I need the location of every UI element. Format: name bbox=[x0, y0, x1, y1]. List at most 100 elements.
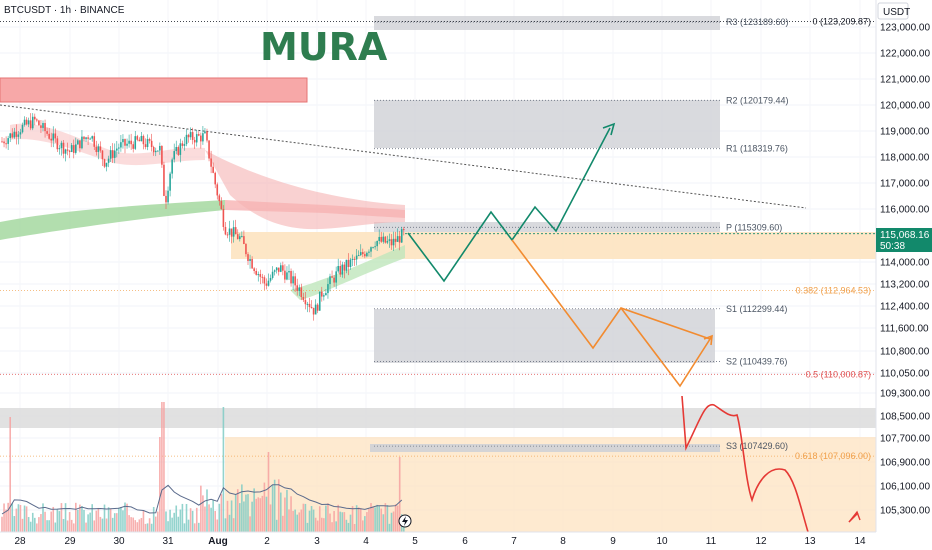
candle-body bbox=[60, 142, 63, 149]
candle-body bbox=[335, 271, 337, 283]
volume-bar bbox=[218, 503, 221, 532]
date-tick: 14 bbox=[854, 536, 866, 547]
candle-body bbox=[343, 264, 346, 271]
candle-body bbox=[394, 238, 397, 242]
volume-bar bbox=[36, 523, 38, 532]
candle-body bbox=[17, 134, 20, 137]
candle-body bbox=[226, 234, 229, 236]
volume-bar bbox=[284, 497, 286, 532]
candle-body bbox=[353, 258, 356, 260]
pivot-zone bbox=[374, 222, 720, 232]
date-tick: 3 bbox=[314, 536, 320, 547]
candle-body bbox=[345, 259, 348, 271]
candle-body bbox=[359, 252, 362, 256]
crash-projection-path bbox=[681, 395, 809, 533]
price-axis[interactable] bbox=[876, 0, 932, 550]
date-tick: 29 bbox=[64, 536, 76, 547]
r3-zone bbox=[374, 16, 720, 30]
candle-body bbox=[331, 276, 333, 278]
candle-body bbox=[384, 236, 387, 243]
candle-body bbox=[154, 150, 157, 153]
volume-bar bbox=[308, 510, 311, 532]
currency-badge[interactable] bbox=[877, 2, 909, 20]
pivot-label-R1: R1 (118319.76) bbox=[726, 144, 788, 154]
volume-bar bbox=[208, 504, 210, 532]
candle-body bbox=[403, 229, 405, 231]
candle-body bbox=[327, 284, 329, 294]
volume-bar bbox=[58, 511, 61, 532]
candle-body bbox=[113, 150, 116, 158]
volume-bar bbox=[255, 498, 257, 532]
volume-bar bbox=[13, 516, 16, 532]
price-tick: 108,500.00 bbox=[880, 412, 930, 423]
last-price-tag bbox=[876, 228, 932, 252]
volume-bar bbox=[64, 503, 67, 532]
date-tick: 11 bbox=[706, 536, 717, 547]
candle-body bbox=[89, 138, 91, 140]
volume-bar bbox=[386, 505, 389, 532]
candle-body bbox=[318, 291, 321, 311]
volume-bar bbox=[107, 507, 110, 532]
candle-body bbox=[398, 236, 401, 243]
descending-trendline bbox=[0, 104, 807, 209]
candle-body bbox=[142, 135, 145, 145]
date-tick: 5 bbox=[412, 536, 418, 547]
candle-body bbox=[116, 148, 118, 151]
volume-bar bbox=[44, 511, 46, 532]
candle-body bbox=[378, 236, 380, 241]
volume-bar bbox=[396, 505, 399, 532]
volume-bar bbox=[95, 510, 98, 532]
volume-bar bbox=[50, 511, 52, 532]
volume-bar bbox=[236, 489, 239, 532]
volume-bar bbox=[101, 518, 104, 532]
candle-body bbox=[400, 229, 403, 243]
candle-body bbox=[99, 146, 102, 151]
candle-body bbox=[134, 136, 137, 149]
volume-bar bbox=[159, 437, 161, 532]
candle-body bbox=[38, 120, 40, 126]
symbol-header[interactable]: BTCUSDT · 1h · BINANCE bbox=[4, 5, 125, 16]
candle-body bbox=[21, 124, 24, 133]
volume-bar bbox=[316, 520, 319, 532]
candle-body bbox=[70, 145, 73, 152]
pivot-label-S1: S1 (112299.44) bbox=[726, 304, 787, 314]
volume-bar bbox=[267, 452, 270, 532]
volume-bar bbox=[126, 503, 128, 532]
candle-body bbox=[300, 287, 303, 298]
candle-body bbox=[251, 258, 253, 269]
candle-body bbox=[200, 135, 202, 142]
candle-body bbox=[7, 138, 9, 144]
candle-body bbox=[296, 285, 298, 291]
candle-body bbox=[339, 266, 342, 275]
candle-body bbox=[46, 131, 48, 134]
candle-body bbox=[95, 146, 98, 153]
candle-body bbox=[144, 144, 147, 148]
volume-bar bbox=[368, 508, 370, 532]
candle-body bbox=[208, 140, 210, 159]
volume-bar bbox=[243, 501, 245, 532]
candle-body bbox=[243, 236, 245, 245]
candle-body bbox=[138, 139, 141, 142]
candle-body bbox=[273, 270, 276, 272]
candle-body bbox=[249, 258, 251, 261]
volume-bar bbox=[77, 509, 79, 532]
pivot-label-P: P (115309.60) bbox=[726, 222, 782, 232]
volume-bar bbox=[298, 512, 301, 532]
volume-bar bbox=[91, 504, 93, 532]
candle-body bbox=[280, 265, 282, 272]
candle-body bbox=[183, 144, 186, 146]
volume-bar bbox=[173, 512, 175, 532]
volume-bar bbox=[357, 507, 360, 532]
volume-bar bbox=[140, 517, 143, 532]
volume-bar bbox=[70, 519, 73, 532]
volume-bar bbox=[337, 504, 339, 532]
candle-body bbox=[44, 123, 46, 132]
volume-bar bbox=[263, 482, 266, 532]
volume-bar bbox=[380, 508, 383, 532]
candle-body bbox=[232, 227, 235, 237]
volume-bar bbox=[146, 523, 149, 532]
time-axis[interactable] bbox=[0, 532, 932, 550]
candle-body bbox=[294, 276, 296, 286]
candle-body bbox=[362, 252, 364, 255]
